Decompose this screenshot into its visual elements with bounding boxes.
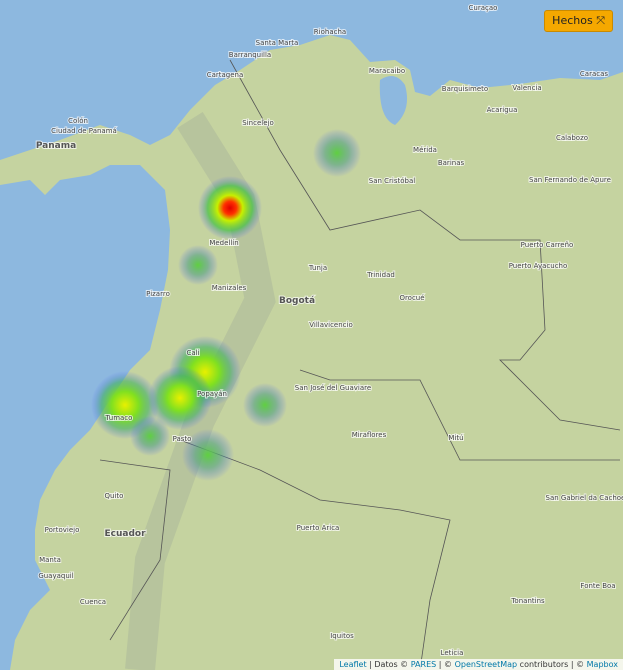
- borders: [99, 59, 621, 670]
- place-label: Tunja: [308, 264, 327, 272]
- place-label: Caracas: [580, 70, 608, 78]
- place-label: San Fernando de Apure: [529, 176, 611, 184]
- place-label: Cartagena: [207, 71, 244, 79]
- attribution: Leaflet | Datos © PARES | © OpenStreetMa…: [334, 659, 623, 670]
- place-label: Curaçao: [469, 4, 498, 12]
- place-label: Iquitos: [330, 632, 354, 640]
- place-label: Leticia: [441, 649, 464, 657]
- heat-spot: [130, 416, 170, 456]
- heat-spot: [198, 176, 262, 240]
- place-label: Orocué: [399, 294, 424, 302]
- place-label: Popayán: [197, 390, 227, 398]
- place-label: Miraflores: [352, 431, 387, 439]
- place-label: Santa Marta: [256, 39, 299, 47]
- place-label: San Cristóbal: [369, 177, 416, 185]
- place-label: Sincelejo: [242, 119, 273, 127]
- place-label: Acarigua: [487, 106, 518, 114]
- text: | Datos ©: [369, 660, 409, 669]
- place-label: Tumaco: [105, 414, 133, 422]
- pacific-ocean: [0, 165, 170, 670]
- place-label: Ecuador: [104, 529, 146, 539]
- heat-spot: [148, 366, 212, 430]
- place-label: Calabozo: [556, 134, 588, 142]
- place-label: Medellín: [209, 239, 238, 247]
- place-label: Bogotá: [279, 296, 315, 306]
- place-label: Tonantins: [510, 597, 545, 605]
- place-label: Puerto Ayacucho: [509, 262, 568, 270]
- place-label: Panama: [36, 141, 76, 151]
- place-label: Pizarro: [146, 290, 170, 298]
- place-label: San José del Guaviare: [295, 384, 371, 392]
- heat-spot: [182, 429, 234, 481]
- place-label: Villavicencio: [309, 321, 353, 329]
- text: | ©: [438, 660, 453, 669]
- place-label: Maracaibo: [369, 67, 405, 75]
- place-label: Ciudad de Panamá: [51, 127, 117, 135]
- place-label: Portoviejo: [45, 526, 80, 534]
- place-label: Riohacha: [314, 28, 346, 36]
- place-label: Barranquilla: [229, 51, 271, 59]
- place-label: Guayaquil: [38, 572, 73, 580]
- place-label: Mitú: [448, 434, 463, 442]
- link[interactable]: Mapbox: [586, 660, 618, 669]
- place-label: Mérida: [413, 146, 437, 154]
- heatmap: [91, 129, 361, 481]
- place-label: Colón: [68, 117, 88, 125]
- place-label: Fonte Boa: [580, 582, 615, 590]
- place-label: Cali: [186, 349, 199, 357]
- heat-spot: [243, 383, 287, 427]
- place-label: Trinidad: [366, 271, 395, 279]
- place-label: San Gabriel da Cachoeira: [546, 494, 623, 502]
- place-label: Puerto Carreño: [521, 241, 574, 249]
- place-label: Cuenca: [80, 598, 106, 606]
- link[interactable]: Leaflet: [339, 660, 367, 669]
- place-label: Barquisimeto: [442, 85, 488, 93]
- place-labels: Curaçao Caracas Maracaibo Barquisimeto Valen…: [35, 3, 623, 658]
- place-label: Manta: [39, 556, 61, 564]
- heat-spot: [313, 129, 361, 177]
- heat-spot: [178, 245, 218, 285]
- place-label: Barinas: [438, 159, 465, 167]
- link[interactable]: OpenStreetMap: [454, 660, 518, 669]
- lake-maracaibo: [379, 76, 408, 125]
- layer-toggle-button[interactable]: Hechos ⤧: [544, 10, 613, 32]
- place-label: Manizales: [212, 284, 247, 292]
- place-label: Valencia: [512, 84, 541, 92]
- place-label: Puerto Arica: [297, 524, 340, 532]
- place-label: Pasto: [173, 435, 192, 443]
- place-label: Quito: [105, 492, 124, 500]
- caribbean-sea: [0, 0, 623, 160]
- link[interactable]: PARES: [410, 660, 437, 669]
- text: contributors | ©: [519, 660, 585, 669]
